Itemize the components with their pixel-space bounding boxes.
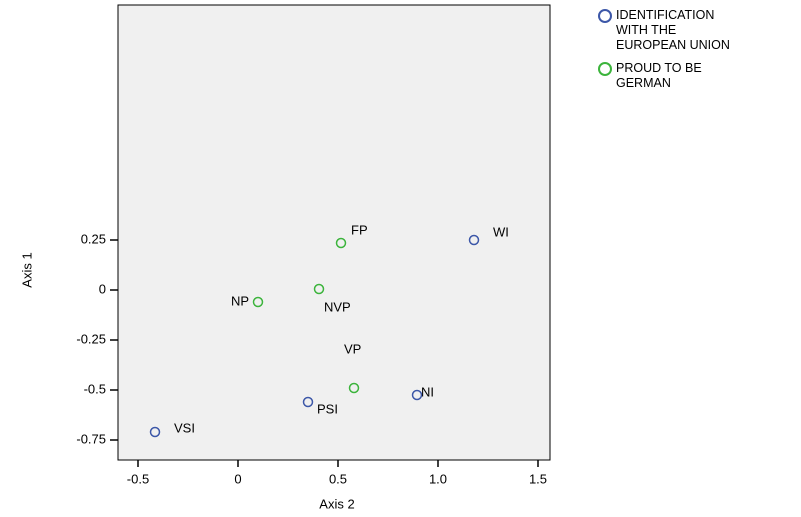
- legend-label: PROUD TO BE GERMAN: [616, 61, 702, 90]
- point: [468, 234, 480, 246]
- y-tick-label: -0.25: [76, 331, 106, 346]
- legend-item: IDENTIFICATION WITH THE EUROPEAN UNION: [598, 8, 798, 53]
- x-axis-title: Axis 2: [319, 496, 354, 511]
- point-label: VSI: [174, 420, 195, 435]
- legend-item: PROUD TO BE GERMAN: [598, 61, 798, 91]
- point: [335, 237, 347, 249]
- plot-area: [117, 4, 551, 461]
- legend-swatch: [598, 9, 612, 23]
- point-label: NVP: [324, 299, 351, 314]
- point-label: VP: [344, 341, 361, 356]
- point-label: NP: [231, 293, 249, 308]
- point: [252, 296, 264, 308]
- x-tick-label: 0: [234, 471, 241, 486]
- point: [149, 426, 161, 438]
- point: [313, 283, 325, 295]
- legend: IDENTIFICATION WITH THE EUROPEAN UNION PR…: [598, 8, 798, 99]
- x-tick-label: 1.5: [529, 471, 547, 486]
- y-axis-title: Axis 1: [19, 252, 34, 287]
- legend-swatch: [598, 62, 612, 76]
- point-label: PSI: [317, 401, 338, 416]
- x-tick-label: -0.5: [127, 471, 149, 486]
- y-tick-label: 0: [99, 281, 106, 296]
- point-label: FP: [351, 222, 368, 237]
- point-label: NI: [421, 384, 434, 399]
- x-tick-label: 0.5: [329, 471, 347, 486]
- point: [302, 396, 314, 408]
- y-tick-label: -0.5: [84, 381, 106, 396]
- legend-label: IDENTIFICATION WITH THE EUROPEAN UNION: [616, 8, 730, 52]
- point-label: WI: [493, 224, 509, 239]
- x-tick-label: 1.0: [429, 471, 447, 486]
- y-tick-label: -0.75: [76, 431, 106, 446]
- point: [411, 389, 423, 401]
- point: [348, 382, 360, 394]
- y-tick-label: 0.25: [81, 231, 106, 246]
